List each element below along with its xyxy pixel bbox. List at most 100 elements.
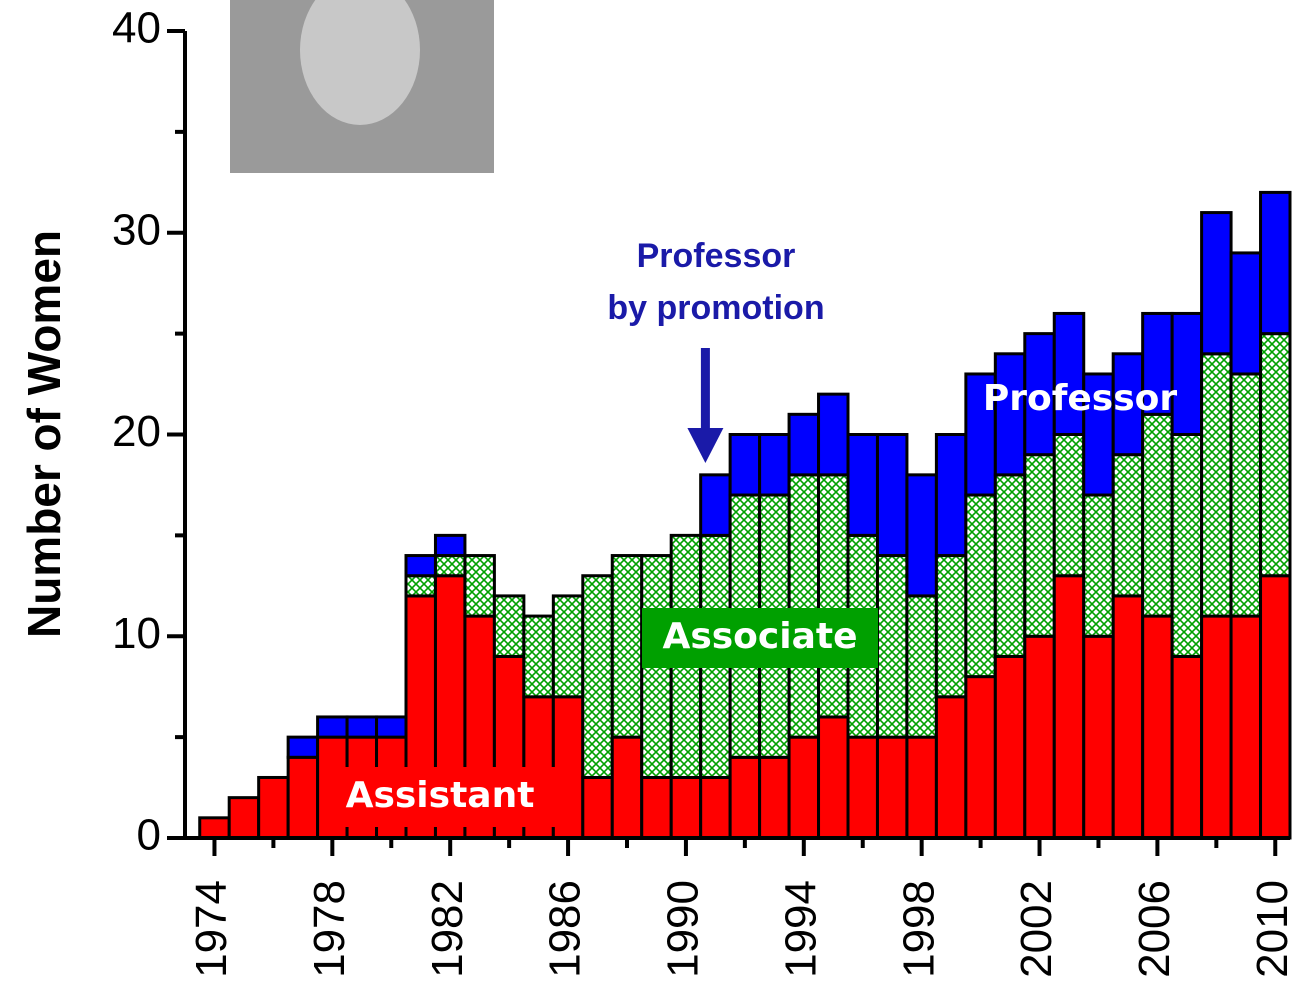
bar-segment: [227, 796, 261, 840]
bar-segment: [1229, 614, 1263, 840]
bar-segment: [993, 654, 1027, 840]
x-tick-label: 2002: [1012, 880, 1061, 978]
bar-segment: [964, 675, 997, 840]
bar-segment: [934, 695, 968, 840]
bar-segment: [198, 816, 231, 840]
bar-segment: [905, 735, 938, 840]
bar-segment: [404, 574, 437, 598]
bar-segment: [610, 554, 644, 739]
bar-segment: [905, 594, 938, 739]
bar-segment: [905, 473, 938, 598]
x-tick-label: 1998: [894, 880, 943, 978]
x-tick-label: 1974: [187, 880, 236, 978]
x-tick-label: 1982: [423, 880, 472, 978]
annotation: by promotion: [607, 289, 824, 327]
bar-segment: [433, 533, 467, 558]
bar-segment: [993, 352, 1027, 477]
x-tick-label: 1986: [541, 880, 590, 978]
bar-segment: [1259, 574, 1292, 840]
bar-segment: [1023, 453, 1056, 638]
bar-segment: [758, 433, 791, 497]
annotation: Professor: [637, 237, 796, 275]
bar-segment: [699, 473, 732, 537]
bar-segment: [993, 473, 1027, 658]
bar-segment: [286, 735, 320, 759]
label-box: [322, 767, 558, 827]
bar-segment: [257, 775, 290, 840]
bar-segment: [787, 473, 821, 739]
photo-face: [300, 0, 420, 125]
bar-segment: [551, 594, 585, 699]
bar-segment: [581, 574, 614, 779]
bar-segment: [375, 715, 408, 739]
bar-segment: [758, 755, 791, 840]
bar-segment: [316, 715, 349, 739]
bar-segment: [817, 715, 850, 840]
bar-segment: [1141, 614, 1174, 840]
bar-segment: [728, 755, 762, 840]
bar-segment: [787, 735, 821, 840]
y-tick-label: 10: [112, 609, 161, 658]
bar-segment: [1082, 634, 1115, 840]
bar-segment: [1229, 372, 1263, 618]
x-tick-label: 2010: [1248, 880, 1297, 978]
bar-segment: [1200, 352, 1233, 618]
bar-segment: [1229, 251, 1263, 376]
series-label: Professor: [983, 378, 1178, 419]
label-box: [642, 608, 878, 668]
y-tick-label: 20: [112, 407, 161, 456]
bar-segment: [610, 735, 644, 840]
bar-segment: [846, 433, 879, 537]
bar-segment: [1111, 594, 1145, 840]
bar-segment: [1259, 190, 1292, 336]
bar-segment: [817, 473, 850, 719]
bar-segment: [640, 775, 673, 840]
bar-segment: [404, 554, 437, 578]
bar-segment: [1023, 634, 1056, 840]
bar-segment: [846, 735, 879, 840]
y-tick-label: 0: [137, 811, 161, 860]
x-tick-label: 1978: [305, 880, 354, 978]
bar-segment: [581, 775, 614, 840]
y-axis-label: Number of Women: [18, 230, 70, 638]
bar-segment: [787, 412, 821, 477]
bar-segment: [463, 554, 496, 618]
bar-segment: [934, 433, 968, 558]
bar-segment: [1052, 311, 1086, 437]
y-tick-label: 40: [112, 4, 161, 53]
series-label: Assistant: [346, 775, 535, 816]
bar-segment: [345, 715, 379, 739]
bar-segment: [492, 594, 526, 658]
y-tick-label: 30: [112, 205, 161, 254]
annotation-arrowhead: [687, 428, 724, 463]
bar-segment: [1141, 412, 1174, 618]
x-tick-label: 1990: [659, 880, 708, 978]
x-tick-label: 1994: [776, 880, 825, 978]
bar-segment: [1170, 654, 1204, 840]
bar-segment: [875, 554, 909, 739]
bar-segment: [1111, 453, 1145, 598]
bar-segment: [1052, 433, 1086, 578]
bar-segment: [728, 433, 762, 497]
bar-segment: [1082, 493, 1115, 638]
bar-segment: [1170, 433, 1204, 658]
bar-segment: [699, 775, 732, 840]
bar-segment: [1200, 211, 1233, 356]
bar-segment: [964, 493, 997, 679]
bar-segment: [1259, 332, 1292, 578]
bar-segment: [1200, 614, 1233, 840]
bar-segment: [875, 735, 909, 840]
bar-segment: [875, 433, 909, 558]
bar-segment: [1052, 574, 1086, 840]
series-label: Associate: [662, 616, 857, 657]
bar-segment: [669, 775, 703, 840]
bar-segment: [934, 554, 968, 699]
x-tick-label: 2006: [1130, 880, 1179, 978]
bar-segment: [817, 392, 850, 477]
bar-segment: [522, 614, 555, 699]
bar-segment: [1170, 311, 1204, 437]
bar-segment: [286, 755, 320, 840]
bar-segment: [433, 554, 467, 578]
